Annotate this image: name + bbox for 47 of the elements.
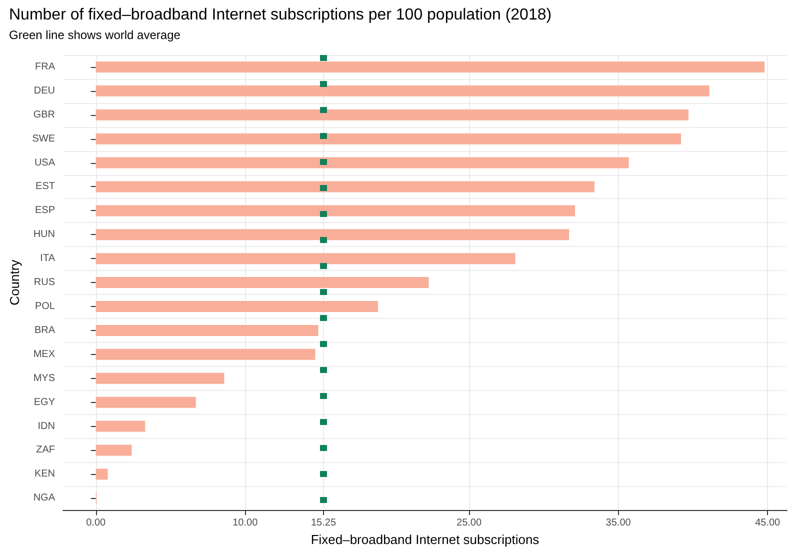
bar xyxy=(96,444,132,456)
x-axis-title: Fixed–broadband Internet subscriptions xyxy=(310,532,540,547)
bar xyxy=(96,420,146,432)
bar xyxy=(96,468,108,480)
x-tick-label: 25.00 xyxy=(456,518,482,529)
x-tick-label: 0.00 xyxy=(86,518,106,529)
y-tick-label: KEN xyxy=(34,468,55,480)
bar xyxy=(96,229,570,240)
x-tick-label: 35.00 xyxy=(606,518,632,529)
bar xyxy=(96,133,682,144)
y-tick-label: GBR xyxy=(33,109,55,120)
y-tick-label: SWE xyxy=(32,133,56,144)
y-tick-label: USA xyxy=(34,157,56,168)
y-tick-label: EST xyxy=(36,181,55,192)
chart-title: Number of fixed–broadband Internet subscriptions per 100 population (2018) xyxy=(9,6,552,24)
y-tick-label: EGY xyxy=(34,396,56,408)
y-tick-label: HUN xyxy=(33,229,55,240)
bar xyxy=(96,157,629,168)
bar xyxy=(96,253,516,264)
y-tick-label: BRA xyxy=(34,324,56,336)
y-tick-label: MEX xyxy=(33,348,56,360)
y-tick-label: RUS xyxy=(34,277,56,288)
y-tick-label: DEU xyxy=(34,85,55,96)
bar xyxy=(96,396,196,408)
bar xyxy=(96,277,429,288)
y-tick-label: ZAF xyxy=(36,444,55,456)
y-axis-title: Country xyxy=(7,259,22,306)
bar xyxy=(96,324,318,336)
bar xyxy=(96,301,378,312)
y-tick-label: MYS xyxy=(33,372,56,384)
bar xyxy=(96,205,576,216)
bar xyxy=(96,372,224,384)
y-tick-label: POL xyxy=(34,301,56,312)
y-tick-label: ITA xyxy=(40,253,56,264)
bar xyxy=(96,61,765,72)
y-tick-label: NGA xyxy=(33,492,56,504)
x-tick-label: 10.00 xyxy=(232,518,258,529)
bar xyxy=(96,85,710,96)
y-tick-label: FRA xyxy=(35,61,56,72)
x-tick-label: 45.00 xyxy=(755,518,781,529)
chart-subtitle: Green line shows world average xyxy=(9,28,181,42)
bar xyxy=(96,348,316,360)
y-tick-label: ESP xyxy=(34,205,56,216)
x-tick-label: 15.25 xyxy=(310,518,336,529)
bar xyxy=(96,109,688,120)
bar xyxy=(96,181,594,192)
y-tick-label: IDN xyxy=(38,420,55,432)
